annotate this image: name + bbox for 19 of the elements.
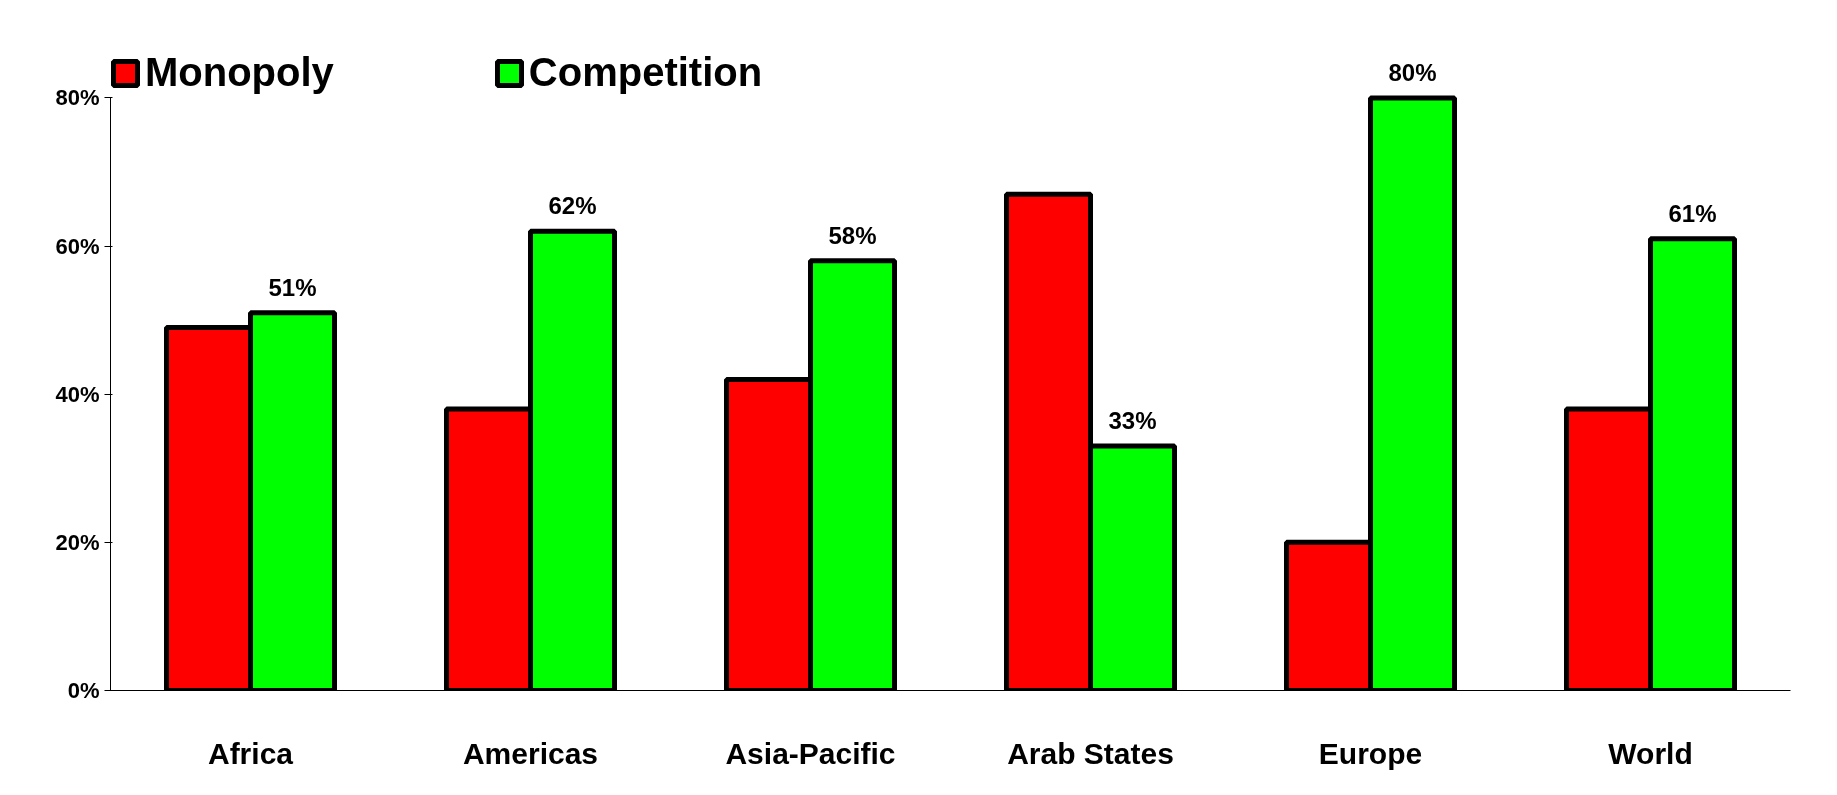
x-tick-label: Arab States [1007,736,1174,770]
x-tick-label: Asia-Pacific [725,736,896,770]
legend-label: Monopoly [145,50,334,95]
y-tick-label: 80% [55,85,100,111]
y-tick-label: 40% [55,381,100,407]
x-tick-label: Europe [1318,736,1423,770]
y-tick-label: 60% [55,233,100,259]
y-tick-label: 20% [55,529,100,555]
x-tick-label: World [1608,736,1693,770]
data-label: 51% [268,273,317,301]
data-label: 58% [828,221,877,249]
legend-label: Competition [528,50,763,95]
y-tick-label: 0% [67,678,100,703]
data-label: 62% [548,192,597,220]
data-label: 80% [1388,58,1437,86]
data-label: 33% [1108,407,1157,435]
x-tick-label: Americas [462,736,599,770]
x-tick-label: Africa [207,736,294,770]
data-label: 61% [1668,199,1717,227]
